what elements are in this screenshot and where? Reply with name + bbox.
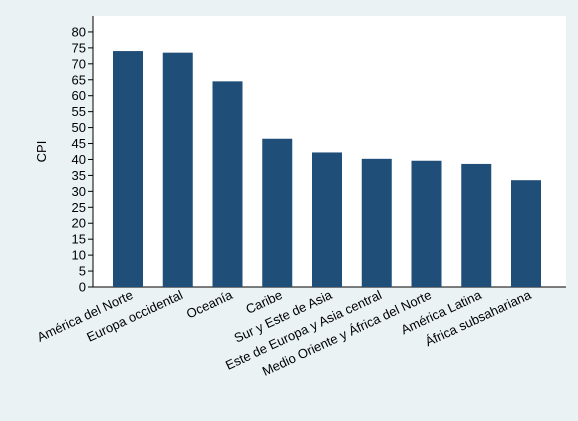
bar [113, 51, 143, 287]
y-tick-label: 30 [72, 184, 86, 199]
y-tick-label: 40 [72, 152, 86, 167]
y-tick-label: 5 [79, 264, 86, 279]
bar [361, 158, 392, 287]
y-tick-label: 55 [72, 104, 86, 119]
y-tick-label: 75 [72, 40, 86, 55]
y-tick-label: 80 [72, 24, 86, 39]
y-tick-label: 60 [72, 88, 86, 103]
bar [411, 160, 442, 287]
y-tick-label: 0 [79, 280, 86, 295]
bar [262, 138, 293, 287]
bars [113, 51, 541, 288]
bar [312, 152, 342, 287]
bar [212, 81, 243, 287]
y-axis-title: CPI [34, 141, 49, 163]
y-tick-label: 25 [72, 200, 86, 215]
y-tick-label: 50 [72, 120, 86, 135]
y-tick-label: 45 [72, 136, 86, 151]
y-tick-label: 70 [72, 56, 86, 71]
y-tick-label: 10 [72, 248, 86, 263]
y-tick-label: 35 [72, 168, 86, 183]
y-tick-label: 65 [72, 72, 86, 87]
bar [162, 52, 193, 288]
y-tick-label: 15 [72, 232, 86, 247]
x-category-label: Oceanía [184, 287, 236, 322]
y-tick-label: 20 [72, 216, 86, 231]
bar [511, 180, 541, 287]
bar [461, 163, 492, 287]
